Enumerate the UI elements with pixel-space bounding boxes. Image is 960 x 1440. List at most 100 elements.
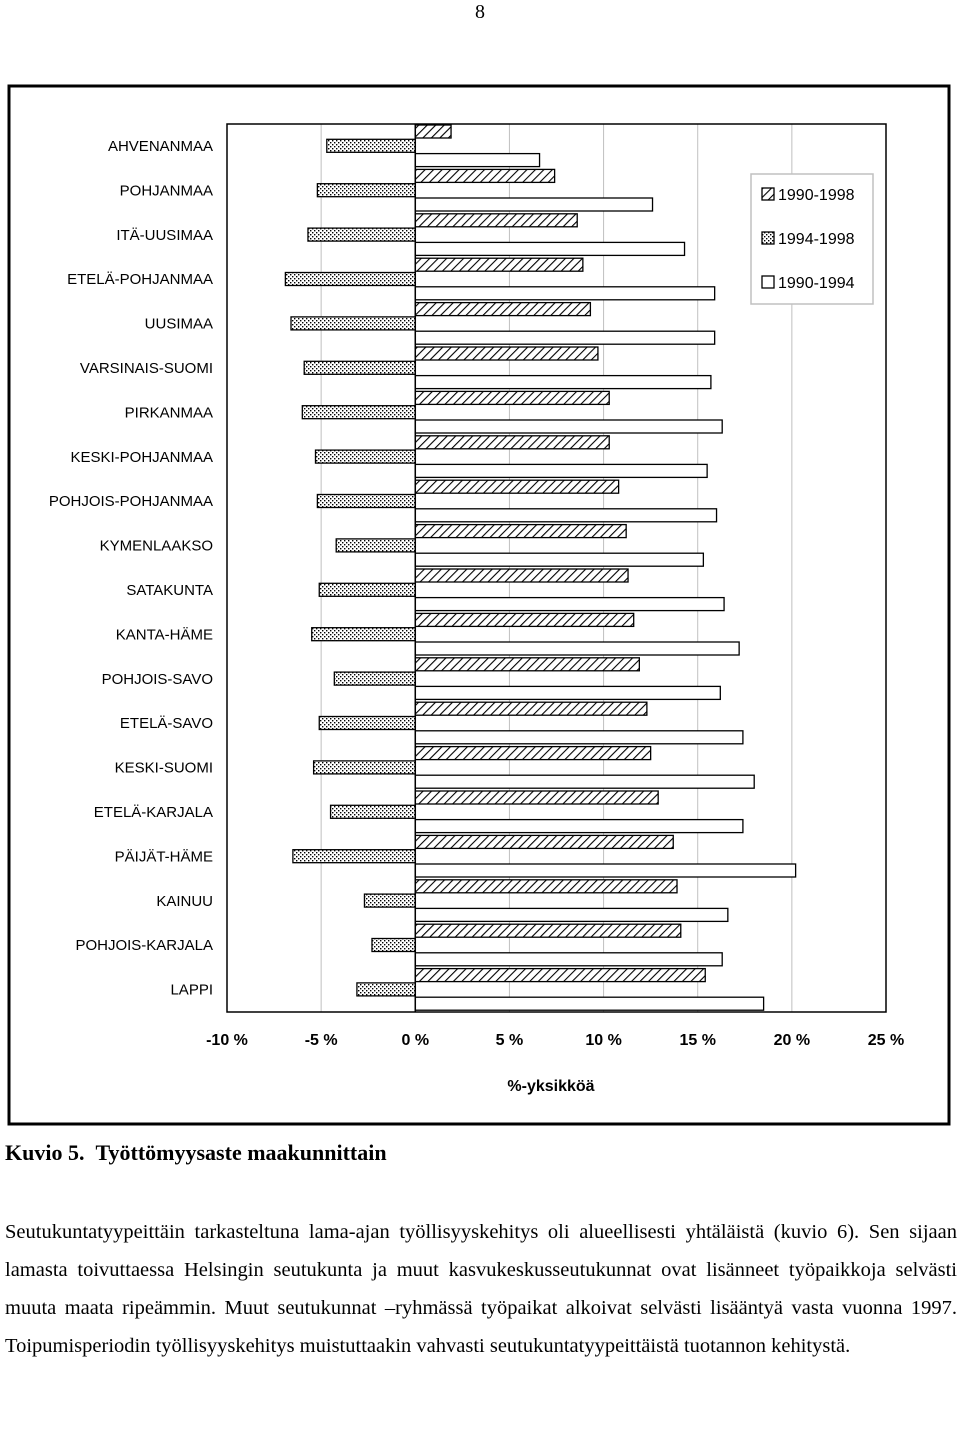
legend: 1990-1998 1994-1998 1990-1994 — [750, 173, 874, 305]
plot-area — [226, 123, 887, 1013]
bar — [414, 996, 765, 1011]
category-label: PIRKANMAA — [125, 404, 213, 421]
bar — [414, 863, 797, 878]
legend-label: 1994-1998 — [778, 231, 855, 248]
bar — [414, 834, 674, 850]
bar — [414, 419, 723, 434]
bar — [414, 818, 744, 834]
bar — [414, 923, 682, 938]
bar — [414, 701, 648, 716]
bar — [414, 301, 592, 317]
bar — [414, 257, 584, 272]
body-paragraph: Seutukuntatyypeittäin tarkasteltuna lama… — [5, 1221, 957, 1357]
bar — [301, 405, 416, 420]
bar — [326, 138, 416, 153]
bar — [335, 538, 416, 553]
bar — [414, 952, 723, 967]
bar — [290, 316, 416, 331]
x-tick-label: 0 % — [401, 1032, 429, 1049]
category-label: POHJANMAA — [120, 182, 213, 199]
bar — [414, 435, 610, 450]
category-label: POHJOIS-POHJANMAA — [49, 493, 213, 510]
category-label: ETELÄ-POHJANMAA — [67, 271, 213, 288]
category-label: POHJOIS-KARJALA — [75, 937, 213, 954]
bar — [414, 479, 620, 494]
bar — [414, 790, 659, 805]
bar — [311, 627, 416, 642]
bar — [414, 967, 706, 983]
bar — [414, 168, 556, 184]
category-label: KANTA-HÄME — [116, 626, 213, 643]
category-label: VARSINAIS-SUOMI — [80, 360, 213, 377]
bar — [284, 271, 416, 287]
bar — [356, 982, 416, 997]
category-label: SATAKUNTA — [126, 582, 213, 599]
x-tick-label: -10 % — [206, 1032, 248, 1049]
bar — [329, 804, 416, 819]
bar — [414, 346, 599, 361]
bar — [414, 374, 712, 390]
bar — [414, 213, 578, 228]
bar — [312, 760, 416, 775]
bar — [414, 596, 725, 612]
category-label: KAINUU — [156, 893, 213, 910]
bar — [371, 937, 416, 953]
bar — [414, 330, 716, 345]
bar — [316, 493, 416, 509]
bar — [414, 390, 610, 406]
x-tick-label: 25 % — [868, 1032, 904, 1049]
category-label: AHVENANMAA — [108, 138, 213, 155]
category-labels: AHVENANMAA POHJANMAA ITÄ-UUSIMAA ETELÄ-POHJ… — [49, 138, 213, 999]
x-tick-labels: -10 % -5 % 0 % 5 % 10 % 15 % 20 % 25 % — [206, 1032, 904, 1049]
figure-caption: Kuvio 5. Työttömyysaste maakunnittain — [5, 1140, 387, 1166]
bar — [414, 197, 654, 212]
caption-title: Työttömyysaste maakunnittain — [95, 1140, 387, 1165]
bar — [414, 745, 652, 761]
category-label: ITÄ-UUSIMAA — [116, 227, 213, 244]
category-label: LAPPI — [170, 982, 213, 999]
bar — [414, 523, 627, 539]
bar — [414, 774, 755, 789]
bar — [303, 360, 416, 375]
category-label: KYMENLAAKSO — [100, 538, 213, 555]
category-label: ETELÄ-KARJALA — [94, 804, 213, 821]
category-label: KESKI-SUOMI — [115, 760, 213, 777]
bar — [414, 286, 716, 301]
legend-label: 1990-1998 — [778, 187, 855, 204]
bar — [414, 685, 721, 701]
bar — [414, 152, 541, 168]
category-label: UUSIMAA — [145, 316, 213, 333]
bar — [333, 671, 416, 686]
legend-swatch — [761, 231, 775, 245]
legend-label: 1990-1994 — [778, 275, 855, 292]
bar — [363, 893, 416, 908]
legend-swatch — [761, 275, 775, 289]
bar — [318, 715, 416, 731]
bar — [314, 449, 416, 464]
legend-swatch — [761, 187, 775, 201]
bar — [307, 227, 416, 242]
bar — [414, 730, 744, 745]
x-tick-label: 5 % — [496, 1032, 524, 1049]
category-label: PÄIJÄT-HÄME — [115, 848, 213, 865]
caption-label: Kuvio 5. — [5, 1140, 85, 1165]
bar — [292, 849, 416, 864]
bar — [414, 241, 686, 257]
bar — [316, 183, 416, 198]
x-tick-label: 15 % — [679, 1032, 715, 1049]
bar — [414, 657, 640, 672]
bar — [414, 879, 678, 894]
bar-chart: AHVENANMAA POHJANMAA ITÄ-UUSIMAA ETELÄ-POHJ… — [7, 84, 951, 1126]
category-label: KESKI-POHJANMAA — [70, 449, 213, 466]
page-number: 8 — [475, 1, 485, 23]
x-tick-label: 10 % — [585, 1032, 621, 1049]
bar — [414, 124, 452, 139]
category-label: POHJOIS-SAVO — [102, 671, 213, 688]
x-axis-title: %-yksikköä — [507, 1078, 594, 1095]
bar — [414, 907, 729, 923]
bar — [414, 508, 718, 523]
category-label: ETELÄ-SAVO — [120, 715, 213, 732]
bar — [414, 463, 708, 479]
x-tick-label: 20 % — [774, 1032, 810, 1049]
bar — [318, 582, 416, 597]
